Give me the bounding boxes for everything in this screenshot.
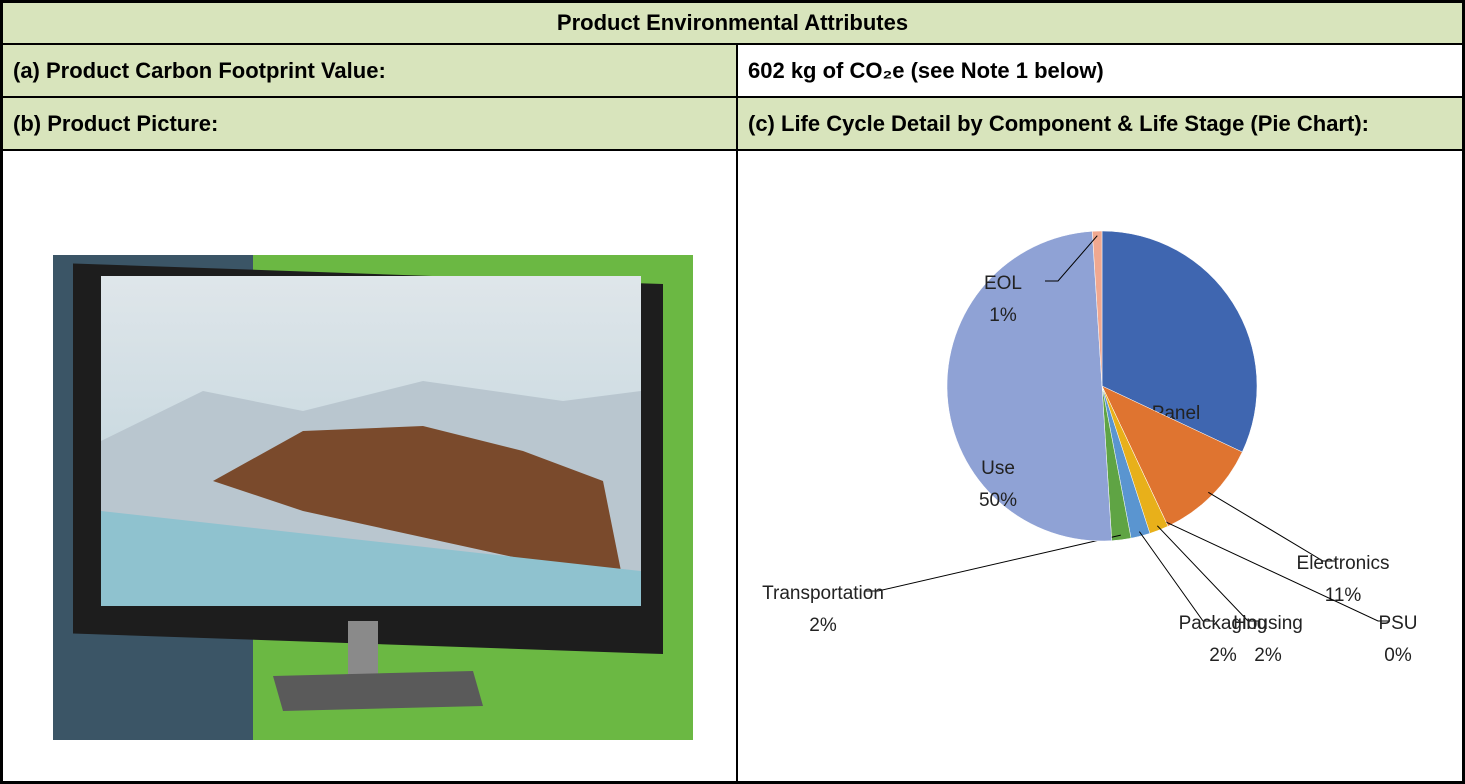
row-label: (c) Life Cycle Detail by Component & Lif…: [738, 98, 1462, 151]
leader-line: [1157, 526, 1260, 621]
slice-label: Use: [981, 458, 1015, 479]
slice-value: 11%: [1325, 585, 1362, 606]
product-picture: [3, 151, 736, 781]
document: Product Environmental Attributes (a) Pro…: [0, 0, 1465, 784]
slice-label: PSU: [1378, 613, 1417, 634]
slice-value: 1%: [989, 305, 1017, 326]
pie-slice: [947, 231, 1112, 541]
slice-value: 50%: [979, 490, 1017, 511]
title: Product Environmental Attributes: [3, 3, 1462, 45]
pie-chart: Panel32%Electronics11%PSU0%Housing2%Pack…: [738, 151, 1462, 781]
slice-label: Packaging: [1179, 613, 1268, 634]
leader-line: [1139, 532, 1215, 621]
row-label: (b) Product Picture:: [3, 98, 736, 151]
row-value: 602 kg of CO₂e (see Note 1 below): [738, 45, 1462, 98]
slice-value: 2%: [1209, 645, 1237, 666]
leader-line: [865, 535, 1121, 591]
slice-label: Transportation: [762, 583, 884, 604]
slice-value: 0%: [1384, 645, 1412, 666]
slice-label: Electronics: [1297, 553, 1390, 574]
slice-value: 2%: [1254, 645, 1282, 666]
slice-label: EOL: [984, 273, 1022, 294]
row-label: (a) Product Carbon Footprint Value:: [3, 45, 736, 98]
slice-value: 2%: [809, 615, 837, 636]
